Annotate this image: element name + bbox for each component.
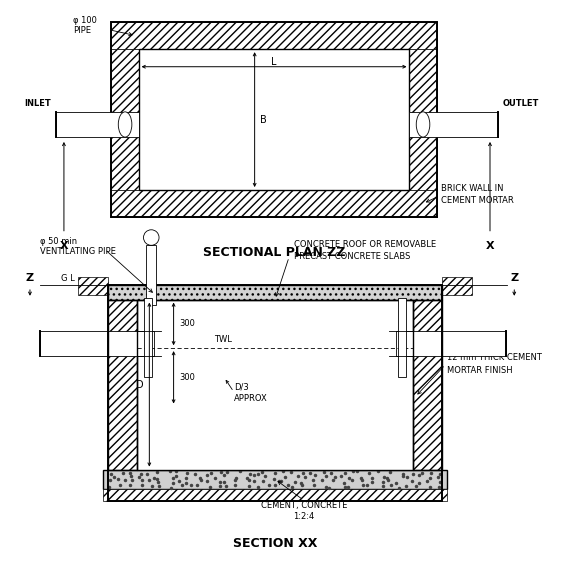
- Bar: [398, 298, 406, 377]
- Text: 1:2:4: 1:2:4: [293, 512, 315, 521]
- Text: φ 50 min: φ 50 min: [40, 237, 77, 246]
- Bar: [103, 489, 447, 501]
- Text: VENTILATING PIPE: VENTILATING PIPE: [40, 246, 115, 256]
- Bar: [111, 22, 437, 217]
- Text: INLET: INLET: [24, 99, 51, 108]
- Text: CEMENT MORTAR: CEMENT MORTAR: [441, 196, 514, 205]
- Text: CEMENT, CONCRETE: CEMENT, CONCRETE: [261, 501, 347, 509]
- Bar: [56, 112, 138, 137]
- Text: PRECAST CONCRETE SLABS: PRECAST CONCRETE SLABS: [294, 252, 410, 261]
- Text: BRICK WALL IN: BRICK WALL IN: [441, 183, 504, 193]
- Bar: [107, 299, 137, 470]
- Text: Z: Z: [26, 273, 34, 283]
- Bar: [414, 299, 442, 470]
- Text: D: D: [136, 380, 144, 389]
- Bar: [137, 299, 414, 470]
- Text: APPROX: APPROX: [234, 394, 267, 403]
- Bar: [107, 299, 137, 470]
- Text: B: B: [260, 115, 267, 125]
- Text: X: X: [486, 241, 494, 251]
- Bar: [40, 331, 154, 356]
- Text: φ 100: φ 100: [73, 16, 97, 25]
- Bar: [442, 278, 472, 295]
- Bar: [79, 278, 107, 295]
- Text: MORTAR FINISH: MORTAR FINISH: [447, 366, 513, 375]
- Bar: [138, 49, 410, 190]
- Bar: [146, 245, 156, 305]
- Text: OUTLET: OUTLET: [503, 99, 539, 108]
- Text: SECTIONAL PLAN ZZ: SECTIONAL PLAN ZZ: [203, 246, 345, 259]
- Text: 300: 300: [180, 320, 195, 328]
- Text: TWL: TWL: [214, 335, 232, 344]
- Bar: [107, 285, 442, 299]
- Bar: [111, 190, 437, 217]
- Bar: [111, 22, 437, 49]
- Bar: [111, 49, 138, 190]
- Bar: [410, 49, 437, 190]
- Text: CONCRETE ROOF OR REMOVABLE: CONCRETE ROOF OR REMOVABLE: [294, 240, 436, 249]
- Text: 300: 300: [180, 373, 195, 382]
- Text: L: L: [271, 57, 277, 67]
- Bar: [107, 285, 442, 501]
- Text: PIPE: PIPE: [73, 26, 90, 35]
- Bar: [145, 298, 152, 377]
- Bar: [410, 112, 498, 137]
- Text: D/3: D/3: [234, 383, 249, 392]
- Ellipse shape: [416, 112, 430, 137]
- Bar: [414, 299, 442, 470]
- Bar: [396, 331, 506, 356]
- Bar: [107, 285, 442, 299]
- Text: Z: Z: [510, 273, 518, 283]
- Text: G L: G L: [61, 274, 75, 283]
- Text: SECTION XX: SECTION XX: [233, 537, 317, 550]
- Bar: [103, 470, 447, 489]
- Text: 12 mm THICK CEMENT: 12 mm THICK CEMENT: [447, 353, 542, 362]
- Ellipse shape: [118, 112, 132, 137]
- Text: X: X: [60, 241, 68, 251]
